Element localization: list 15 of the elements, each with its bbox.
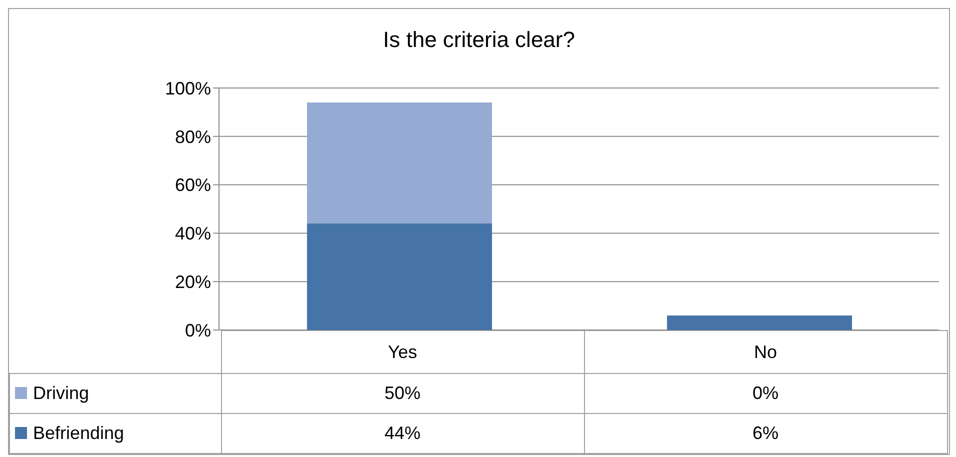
legend-label: Befriending bbox=[10, 414, 221, 454]
y-tick-label: 60% bbox=[174, 175, 211, 196]
y-tick-label: 0% bbox=[184, 320, 211, 340]
data-label: 44% bbox=[221, 414, 584, 454]
y-tick-label: 40% bbox=[174, 224, 211, 244]
y-tick-label: 80% bbox=[174, 126, 211, 147]
legend-label: Driving bbox=[10, 374, 221, 414]
data-label: 6% bbox=[584, 414, 947, 454]
y-tick-label: 20% bbox=[174, 272, 211, 292]
chart-title: Is the criteria clear? bbox=[382, 27, 576, 53]
y-tick-label: 100% bbox=[164, 78, 211, 98]
x-tick-label: Yes bbox=[221, 330, 584, 374]
data-label: 50% bbox=[221, 374, 584, 414]
x-tick-label: No bbox=[584, 330, 947, 374]
data-label: 0% bbox=[584, 374, 947, 414]
